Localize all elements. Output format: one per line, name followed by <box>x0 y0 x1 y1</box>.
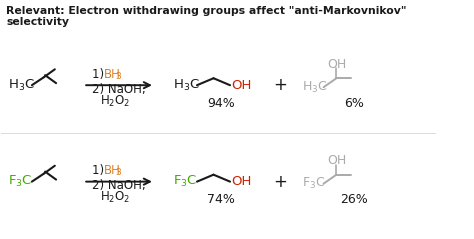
Text: H$_3$C: H$_3$C <box>173 78 200 93</box>
Text: H$_2$O$_2$: H$_2$O$_2$ <box>100 190 130 205</box>
Text: H$_2$O$_2$: H$_2$O$_2$ <box>100 93 130 109</box>
Text: H$_3$C: H$_3$C <box>301 80 327 95</box>
Text: BH: BH <box>104 164 121 177</box>
Text: OH: OH <box>231 175 251 188</box>
Text: F$_3$C: F$_3$C <box>301 176 325 191</box>
Text: F$_3$C: F$_3$C <box>8 174 33 189</box>
Text: 3: 3 <box>115 168 121 177</box>
Text: H$_3$C: H$_3$C <box>8 78 35 93</box>
Text: 74%: 74% <box>207 193 235 206</box>
Text: selectivity: selectivity <box>6 16 69 27</box>
Text: 26%: 26% <box>340 193 368 206</box>
Text: +: + <box>273 173 287 191</box>
Text: +: + <box>273 76 287 94</box>
Text: Relevant: Electron withdrawing groups affect "anti-Markovnikov": Relevant: Electron withdrawing groups af… <box>6 6 407 16</box>
Text: F$_3$C: F$_3$C <box>173 174 198 189</box>
Text: 1): 1) <box>92 68 108 81</box>
Text: 6%: 6% <box>344 97 364 110</box>
Text: BH: BH <box>104 68 121 81</box>
Text: 1): 1) <box>92 164 108 177</box>
Text: OH: OH <box>231 79 251 92</box>
Text: 3: 3 <box>115 72 121 81</box>
Text: 2) NaOH,: 2) NaOH, <box>92 179 146 192</box>
Text: 94%: 94% <box>207 97 235 110</box>
Text: OH: OH <box>327 58 346 71</box>
Text: OH: OH <box>327 154 346 167</box>
Text: 2) NaOH,: 2) NaOH, <box>92 83 146 96</box>
